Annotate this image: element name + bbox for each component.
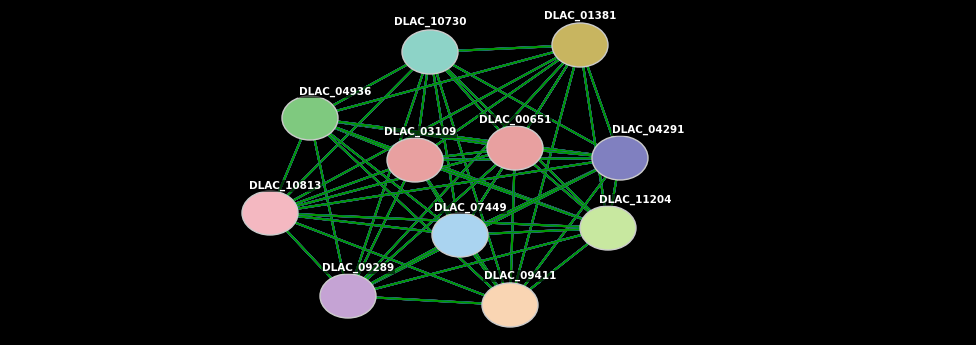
Ellipse shape [320, 274, 376, 318]
Text: DLAC_03109: DLAC_03109 [384, 127, 456, 137]
Text: DLAC_10730: DLAC_10730 [393, 17, 467, 27]
Ellipse shape [387, 138, 443, 182]
Text: DLAC_07449: DLAC_07449 [433, 203, 507, 213]
Text: DLAC_09411: DLAC_09411 [484, 271, 556, 281]
Text: DLAC_01381: DLAC_01381 [544, 11, 616, 21]
Ellipse shape [432, 213, 488, 257]
Ellipse shape [242, 191, 298, 235]
Ellipse shape [592, 136, 648, 180]
Text: DLAC_11204: DLAC_11204 [598, 195, 671, 205]
Ellipse shape [487, 126, 543, 170]
Ellipse shape [282, 96, 338, 140]
Ellipse shape [402, 30, 458, 74]
Ellipse shape [580, 206, 636, 250]
Text: DLAC_10813: DLAC_10813 [249, 181, 321, 191]
Text: DLAC_00651: DLAC_00651 [479, 115, 551, 125]
Text: DLAC_04291: DLAC_04291 [612, 125, 684, 135]
Ellipse shape [482, 283, 538, 327]
Ellipse shape [552, 23, 608, 67]
Text: DLAC_09289: DLAC_09289 [322, 263, 394, 273]
Text: DLAC_04936: DLAC_04936 [299, 87, 371, 97]
